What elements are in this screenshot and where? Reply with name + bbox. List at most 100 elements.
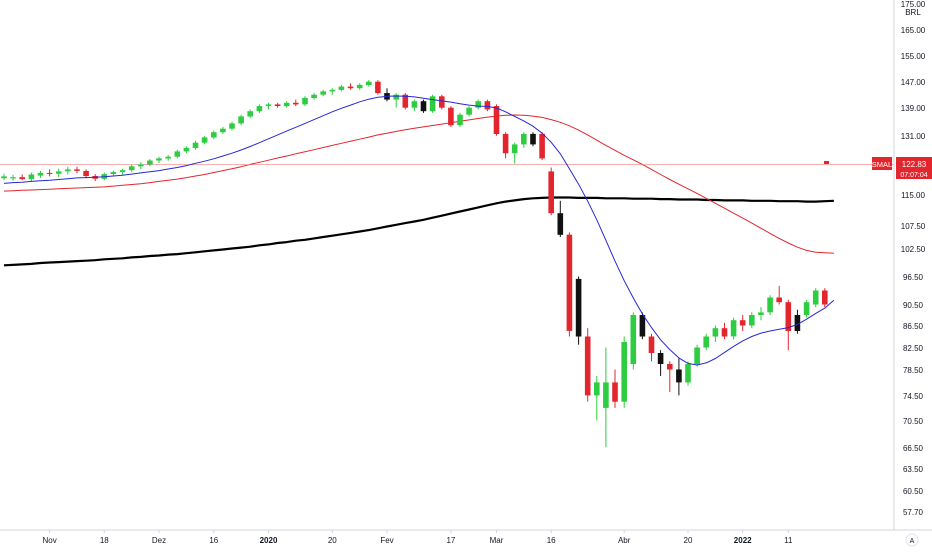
candle-body (429, 96, 436, 112)
candle (749, 312, 755, 329)
candle (338, 84, 345, 92)
price-axis[interactable]: 175.00 165.00 155.00 147.00 139.00 131.00 115.… (901, 0, 926, 517)
candle-body (138, 164, 144, 167)
candle-body (83, 171, 89, 176)
candle-body (584, 336, 591, 396)
candle-body (448, 107, 454, 126)
ma-fast-series (3, 95, 835, 366)
candle (739, 315, 746, 331)
candle (594, 375, 600, 421)
candle-body (256, 106, 263, 112)
candle (475, 99, 481, 110)
currency-label: BRL (905, 8, 921, 17)
candle (530, 132, 536, 147)
price-tick-label: 165.00 (901, 26, 926, 35)
candle (37, 171, 44, 178)
candle (247, 109, 253, 119)
candle-body (575, 278, 582, 337)
time-tick-label: 11 (784, 536, 793, 545)
candle (74, 166, 80, 174)
time-tick-label: 20 (328, 536, 337, 545)
price-tick-label: 96.50 (903, 273, 924, 282)
candle-body (803, 302, 810, 315)
candle (767, 295, 773, 315)
auto-scale-icon[interactable] (905, 533, 919, 547)
last-price-marker (824, 161, 829, 164)
candle-body (822, 290, 828, 305)
candle (192, 140, 199, 150)
candle (156, 156, 162, 163)
candle-body (566, 234, 573, 331)
candle-body (694, 347, 700, 364)
candle (10, 174, 16, 181)
candle-body (55, 171, 62, 174)
time-tick-label: Mar (490, 536, 504, 545)
candle (712, 325, 719, 342)
ma-fast-line (3, 95, 835, 366)
candle-body (347, 86, 354, 89)
time-tick-label: Nov (42, 536, 56, 545)
price-tick-label: 82.50 (903, 344, 924, 353)
candle (639, 312, 646, 340)
candle (575, 276, 582, 345)
candle-body (183, 147, 190, 152)
candle (657, 350, 664, 376)
candle-body (548, 171, 554, 214)
candle-body (293, 102, 299, 105)
candle-body (229, 123, 235, 129)
time-tick-label: 16 (547, 536, 556, 545)
candle-body (366, 81, 372, 85)
candle (138, 162, 144, 169)
candle-body (329, 89, 336, 92)
candle (165, 154, 171, 161)
candle (46, 169, 53, 177)
candle-body (758, 312, 764, 315)
candle (302, 96, 308, 107)
price-tick-label: 139.00 (901, 104, 926, 113)
time-axis[interactable]: Nov 18 Dez 16 2020 20 Fev 17 Mar 16 Abr 20 2022 11 (42, 530, 793, 545)
candle (402, 93, 409, 110)
candle-body (393, 94, 399, 100)
candle-body (493, 106, 500, 134)
candle (667, 361, 673, 393)
price-tick-label: 147.00 (901, 78, 926, 87)
candle-body (475, 101, 481, 108)
candle-body (265, 104, 272, 106)
candle (694, 344, 700, 367)
candle-body (530, 133, 536, 145)
candle-body (283, 102, 290, 107)
candle-body (74, 169, 80, 171)
candle (274, 102, 281, 108)
auto-scale-button[interactable]: A (905, 533, 919, 547)
candle (730, 317, 737, 340)
candle-body (320, 91, 326, 95)
time-tick-label: 16 (209, 536, 218, 545)
candle (557, 200, 564, 237)
candle-body (65, 169, 71, 172)
candle-body (174, 151, 181, 157)
candle-body (502, 133, 509, 154)
candle-body (119, 170, 126, 173)
candle (256, 104, 263, 113)
candle-body (211, 132, 217, 138)
candle-body (375, 81, 381, 94)
candle (703, 333, 709, 351)
candle (229, 121, 235, 131)
candle (603, 347, 609, 448)
candle (347, 83, 354, 90)
ma-mid-line (3, 114, 834, 254)
candle (794, 309, 801, 334)
candle-body (612, 382, 618, 402)
candle (502, 132, 509, 159)
candle (201, 135, 208, 145)
candle-body (776, 297, 782, 303)
candle (265, 102, 272, 110)
candle-body (302, 97, 308, 105)
candle (320, 89, 326, 97)
candle-body (28, 174, 35, 180)
time-tick-label: Abr (618, 536, 631, 545)
candle-body (37, 172, 44, 176)
countdown-timer: 07:07:04 (900, 172, 927, 179)
